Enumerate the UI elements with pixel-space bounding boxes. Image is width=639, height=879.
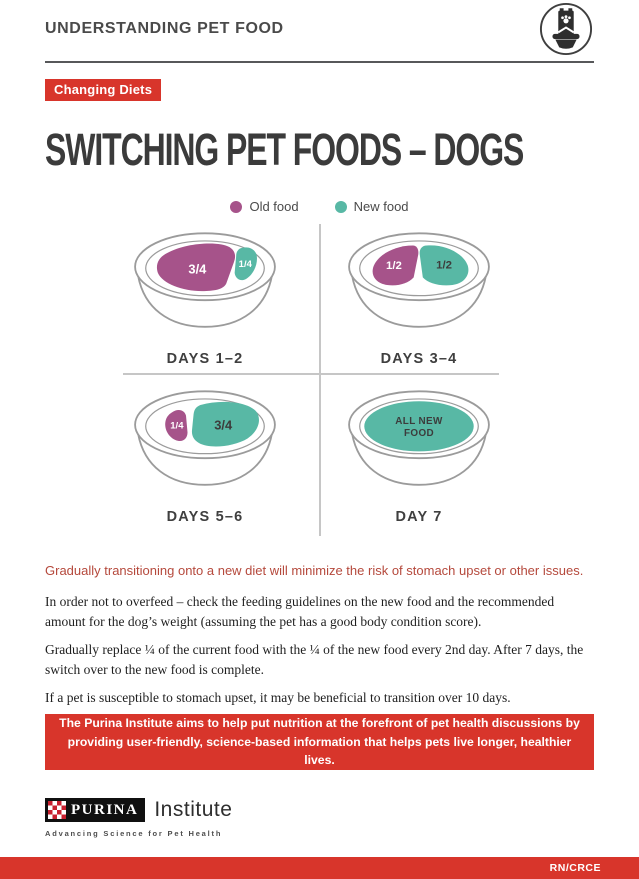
logo-tagline: Advancing Science for Pet Health (45, 829, 223, 838)
checkerboard-icon (48, 801, 66, 819)
body-paragraph: In order not to overfeed – check the fee… (45, 594, 555, 629)
purina-wordmark: PURINA (45, 798, 146, 822)
bowl-label: DAYS 1–2 (166, 351, 244, 367)
legend-label-old-food: Old food (249, 199, 299, 214)
portion-new-shape (419, 245, 469, 286)
bowl-icon: ALL NEW FOOD (348, 390, 490, 486)
header-divider (45, 61, 594, 63)
quadrant-divider-vertical (319, 224, 321, 536)
portion-label: FOOD (404, 428, 434, 439)
body-paragraph: Gradually replace ¼ of the current food … (45, 642, 584, 677)
brand-institute: Institute (154, 798, 233, 821)
portion-new-shape (191, 401, 259, 447)
purina-institute-logo: PURINA Institute Advancing Science for P… (45, 798, 232, 838)
header-title: UNDERSTANDING PET FOOD (45, 20, 284, 37)
banner-text: The Purina Institute aims to help put nu… (59, 715, 580, 768)
portion-label: 3/4 (214, 417, 233, 432)
bottom-bar: RN/CRCE (0, 857, 639, 879)
bowl-figure-days-5-6: 1/4 3/4 DAYS 5–6 (129, 388, 281, 525)
bowl-icon: 3/4 1/4 (134, 232, 276, 328)
quadrant-divider-horizontal (123, 373, 499, 375)
portion-label: 1/2 (436, 259, 452, 271)
portion-old-shape (156, 243, 236, 292)
page-title: SWITCHING PET FOODS – DOGS (45, 124, 524, 175)
portion-new-shape (234, 247, 257, 281)
bowl-icon: 1/2 1/2 (348, 232, 490, 328)
bowl-figure-day-7: ALL NEW FOOD DAY 7 (343, 388, 495, 525)
new-food-dot-icon (334, 200, 347, 213)
legend-label-new-food: New food (353, 199, 409, 214)
portion-label: ALL NEW (395, 416, 443, 427)
bowl-figure-days-1-2: 3/4 1/4 DAYS 1–2 (129, 230, 281, 367)
purina-institute-banner: The Purina Institute aims to help put nu… (45, 714, 594, 770)
transition-diagram: 3/4 1/4 DAYS 1–2 1/2 1/2 DAYS 3–4 (45, 222, 594, 540)
legend: Old food New food (0, 199, 639, 214)
changing-diets-badge: Changing Diets (45, 79, 162, 101)
doc-code: RN/CRCE (549, 862, 601, 874)
bowl-label: DAYS 5–6 (166, 509, 244, 525)
body-paragraph: If a pet is susceptible to stomach upset… (45, 690, 511, 706)
bowl-label: DAYS 3–4 (380, 351, 458, 367)
portion-new-shape (364, 401, 474, 452)
body-text: In order not to overfeed – check the fee… (45, 592, 594, 717)
old-food-dot-icon (230, 200, 243, 213)
portion-label: 1/4 (239, 259, 253, 270)
portion-label: 3/4 (188, 262, 207, 277)
portion-old-shape (372, 245, 419, 286)
bowl-icon: 1/4 3/4 (134, 390, 276, 486)
portion-label: 1/2 (386, 260, 402, 272)
brand-purina: PURINA (71, 801, 139, 818)
pet-food-bag-bowl-icon (539, 2, 593, 56)
portion-label: 1/4 (170, 421, 184, 432)
legend-item-old-food: Old food (230, 199, 299, 214)
legend-item-new-food: New food (334, 199, 409, 214)
lead-sentence: Gradually transitioning onto a new diet … (45, 563, 584, 578)
portion-old-shape (165, 409, 188, 442)
bowl-figure-days-3-4: 1/2 1/2 DAYS 3–4 (343, 230, 495, 367)
bowl-label: DAY 7 (395, 509, 443, 525)
